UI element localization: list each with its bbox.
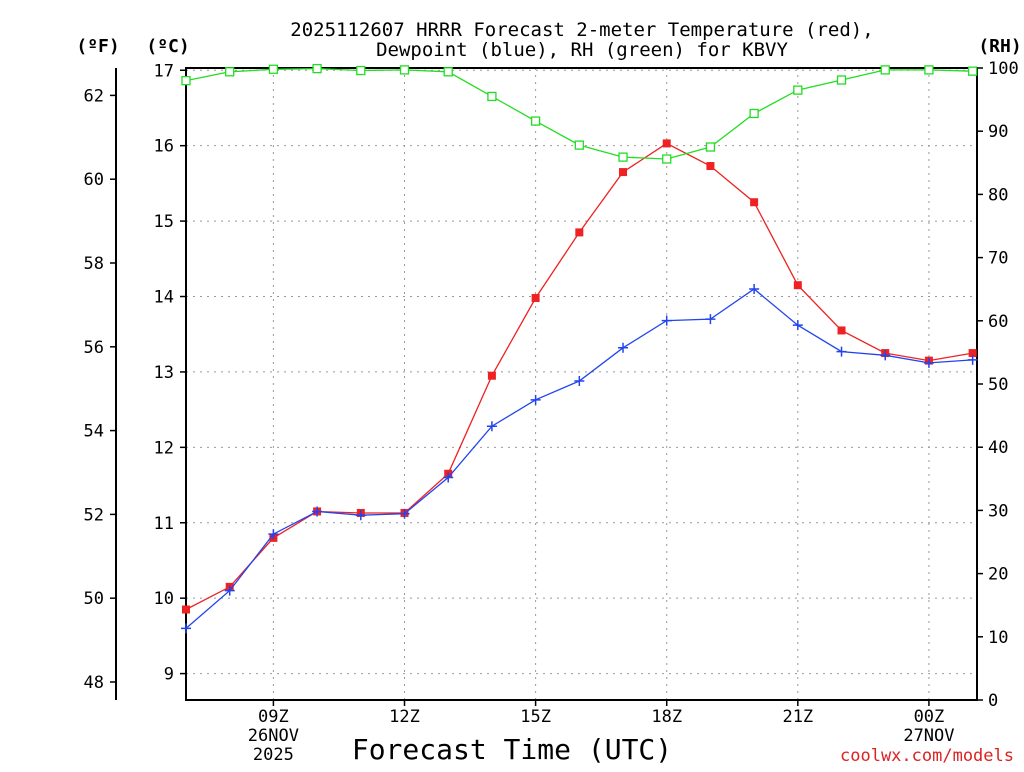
fahrenheit-tick-label: 48 xyxy=(84,673,104,693)
temperature-point xyxy=(706,162,715,171)
dewpoint-point xyxy=(530,394,541,405)
rh-point xyxy=(618,152,628,162)
rh-tick-label: 60 xyxy=(988,312,1008,332)
rh-point xyxy=(574,140,584,150)
dewpoint-point xyxy=(661,315,672,326)
dewpoint-point xyxy=(967,354,978,365)
x-tick-label: 09Z xyxy=(258,707,289,727)
celsius-tick-label: 13 xyxy=(154,363,174,383)
temperature-point xyxy=(662,139,671,148)
fahrenheit-tick-label: 52 xyxy=(84,505,104,525)
rh-tick-label: 50 xyxy=(988,375,1008,395)
dewpoint-point xyxy=(486,421,497,432)
celsius-tick-label: 14 xyxy=(154,288,174,308)
rh-point xyxy=(880,65,890,75)
rh-tick-label: 10 xyxy=(988,628,1008,648)
x-tick-label: 27NOV xyxy=(903,726,954,746)
x-tick-label: 2025 xyxy=(253,745,294,765)
dewpoint-point xyxy=(268,529,279,540)
x-tick-label: 21Z xyxy=(782,707,813,727)
rh-point xyxy=(181,75,191,86)
celsius-tick-label: 11 xyxy=(154,514,174,534)
fahrenheit-tick-label: 58 xyxy=(84,254,104,274)
rh-point xyxy=(312,63,322,74)
celsius-tick-label: 10 xyxy=(154,589,174,609)
rh-point xyxy=(662,154,672,164)
series-layer xyxy=(181,63,978,634)
rh-point xyxy=(749,108,759,119)
x-tick-label: 12Z xyxy=(389,707,420,727)
celsius-tick-label: 15 xyxy=(154,212,174,232)
temperature-point xyxy=(182,605,190,614)
dewpoint-point xyxy=(923,357,934,368)
temperature-point xyxy=(837,326,846,335)
temperature-point xyxy=(750,198,759,207)
rh-tick-label: 90 xyxy=(988,122,1008,142)
chart-title-line-1: 2025112607 HRRR Forecast 2-meter Tempera… xyxy=(290,19,873,41)
fahrenheit-axis-unit: (ºF) xyxy=(76,36,119,57)
rh-tick-label: 80 xyxy=(988,185,1008,205)
fahrenheit-tick-label: 62 xyxy=(84,86,104,106)
dewpoint-point xyxy=(792,320,803,331)
x-tick-label: 00Z xyxy=(914,707,945,727)
fahrenheit-tick-label: 60 xyxy=(84,170,104,190)
dewpoint-point xyxy=(618,342,629,353)
temperature-point xyxy=(968,349,977,358)
temperature-point xyxy=(575,228,584,237)
x-axis-label: Forecast Time (UTC) xyxy=(352,733,672,766)
rh-point xyxy=(705,142,716,152)
dewpoint-point xyxy=(836,346,847,357)
rh-tick-label: 0 xyxy=(988,691,998,711)
dewpoint-point xyxy=(224,585,235,596)
rh-tick-label: 20 xyxy=(988,565,1008,585)
temperature-point xyxy=(619,168,628,177)
rh-point xyxy=(967,66,978,76)
temperature-point xyxy=(793,281,802,290)
rh-point xyxy=(793,85,803,95)
rh-point xyxy=(399,65,410,75)
rh-point xyxy=(356,65,366,76)
x-tick-label: 15Z xyxy=(520,707,551,727)
rh-point xyxy=(836,75,847,85)
celsius-tick-label: 9 xyxy=(164,665,174,685)
fahrenheit-tick-label: 54 xyxy=(84,422,104,442)
celsius-tick-label: 12 xyxy=(154,438,174,458)
rh-tick-label: 70 xyxy=(988,249,1008,269)
celsius-tick-label: 16 xyxy=(154,137,174,157)
x-tick-label: 18Z xyxy=(651,707,682,727)
rh-tick-label: 40 xyxy=(988,438,1008,458)
grid-layer xyxy=(186,68,977,700)
x-tick-label: 26NOV xyxy=(248,726,299,746)
dewpoint-point xyxy=(312,506,323,517)
dewpoint-point xyxy=(443,472,454,483)
dewpoint-point xyxy=(181,623,191,634)
rh-point xyxy=(443,67,453,77)
dewpoint-point xyxy=(749,283,760,294)
rh-point xyxy=(225,67,235,77)
axes-layer: 9 10 11 12 13 14 15 16 17 48 50 52 54 56 58 60 62 0 10 20 30… xyxy=(84,59,1019,765)
dewpoint-point xyxy=(705,314,716,325)
rh-tick-label: 30 xyxy=(988,501,1008,521)
temperature-point xyxy=(531,294,540,303)
dewpoint-point xyxy=(880,350,891,361)
fahrenheit-tick-label: 56 xyxy=(84,338,104,358)
celsius-axis-unit: (ºC) xyxy=(146,36,189,57)
chart-title-line-2: Dewpoint (blue), RH (green) for KBVY xyxy=(376,39,788,61)
temperature-point xyxy=(487,371,496,380)
dewpoint-point xyxy=(355,510,366,521)
rh-point xyxy=(530,116,541,126)
rh-point xyxy=(924,65,934,75)
rh-axis-unit: (RH) xyxy=(978,36,1021,57)
plot-area xyxy=(186,68,977,700)
fahrenheit-tick-label: 50 xyxy=(84,589,104,609)
celsius-tick-label: 17 xyxy=(154,61,174,81)
credit-text: coolwx.com/models xyxy=(840,746,1014,766)
rh-tick-label: 100 xyxy=(988,59,1019,79)
dewpoint-point xyxy=(574,375,585,386)
rh-point xyxy=(487,91,497,102)
dewpoint-point xyxy=(399,508,410,519)
rh-point xyxy=(268,64,279,74)
